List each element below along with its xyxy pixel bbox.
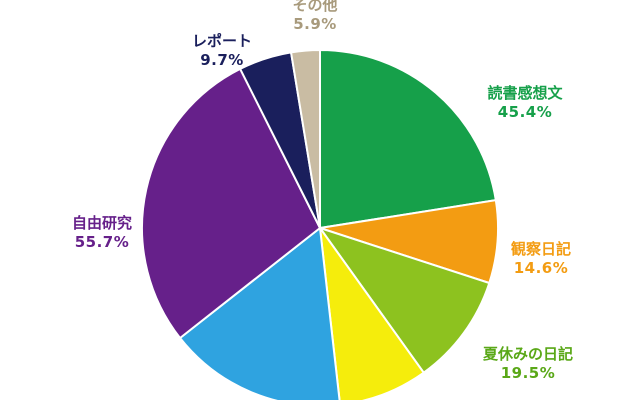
- label-report-value: 9.7%: [200, 50, 244, 69]
- label-report-name: レポート: [191, 32, 252, 50]
- label-other-name: その他: [292, 0, 338, 14]
- slice-free-research: [141, 67, 322, 340]
- slice-yellow: [318, 224, 426, 400]
- label-free-research-name: 自由研究: [71, 214, 132, 232]
- label-other-value: 5.9%: [293, 14, 337, 33]
- label-observation-diary-value: 14.6%: [513, 258, 569, 277]
- label-reading-report-name: 読書感想文: [487, 84, 563, 102]
- label-free-research: 自由研究 55.7%: [52, 214, 152, 252]
- label-observation-diary-name: 観察日記: [510, 240, 571, 258]
- label-other: その他 5.9%: [270, 0, 360, 34]
- label-summer-diary: 夏休みの日記 19.5%: [458, 345, 598, 383]
- label-report: レポート 9.7%: [172, 32, 272, 70]
- label-free-research-value: 55.7%: [74, 232, 130, 251]
- slice-other: [289, 48, 321, 229]
- label-observation-diary: 観察日記 14.6%: [496, 240, 586, 278]
- label-summer-diary-name: 夏休みの日記: [482, 345, 573, 363]
- slice-blue: [178, 226, 341, 400]
- label-reading-report: 読書感想文 45.4%: [470, 84, 580, 122]
- label-summer-diary-value: 19.5%: [500, 363, 556, 382]
- slice-summer-diary: [317, 226, 491, 375]
- label-reading-report-value: 45.4%: [497, 102, 553, 121]
- slice-reading-report: [319, 48, 497, 230]
